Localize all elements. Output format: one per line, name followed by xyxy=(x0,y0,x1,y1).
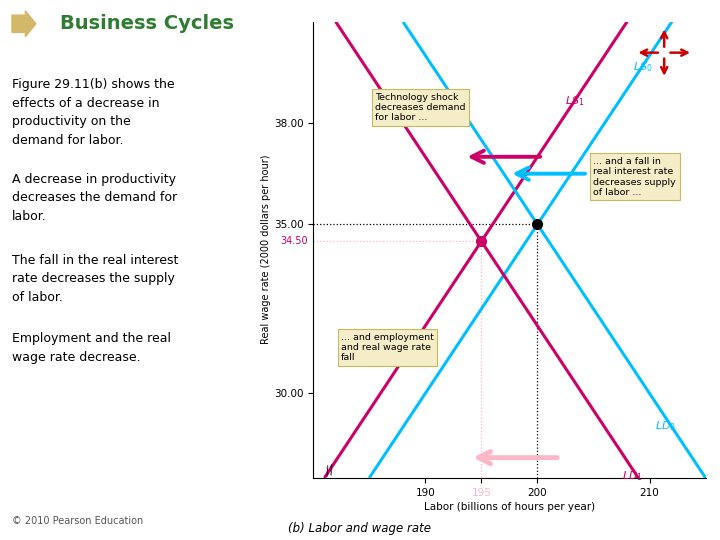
Text: Figure 29.11(b) shows the
effects of a decrease in
productivity on the
demand fo: Figure 29.11(b) shows the effects of a d… xyxy=(12,78,174,147)
Text: (b) Labor and wage rate: (b) Labor and wage rate xyxy=(289,522,431,535)
Text: ... and employment
and real wage rate
fall: ... and employment and real wage rate fa… xyxy=(341,333,434,362)
Text: Technology shock
decreases demand
for labor ...: Technology shock decreases demand for la… xyxy=(375,92,465,123)
Text: $LS_1$: $LS_1$ xyxy=(565,94,585,108)
Text: A decrease in productivity
decreases the demand for
labor.: A decrease in productivity decreases the… xyxy=(12,173,177,223)
FancyArrow shape xyxy=(12,11,36,37)
Text: //: // xyxy=(325,463,336,478)
Text: Employment and the real
wage rate decrease.: Employment and the real wage rate decrea… xyxy=(12,332,171,363)
Y-axis label: Real wage rate (2000 dollars per hour): Real wage rate (2000 dollars per hour) xyxy=(261,155,271,345)
Text: © 2010 Pearson Education: © 2010 Pearson Education xyxy=(12,516,143,526)
Text: $LD_0$: $LD_0$ xyxy=(655,418,676,433)
Text: $LD_1$: $LD_1$ xyxy=(621,469,642,483)
Text: ... and a fall in
real interest rate
decreases supply
of labor ...: ... and a fall in real interest rate dec… xyxy=(593,157,676,197)
Text: The fall in the real interest
rate decreases the supply
of labor.: The fall in the real interest rate decre… xyxy=(12,254,179,304)
Text: $LS_0$: $LS_0$ xyxy=(633,60,652,74)
Text: Business Cycles: Business Cycles xyxy=(60,14,234,33)
Text: 34.50: 34.50 xyxy=(280,237,307,246)
X-axis label: Labor (billions of hours per year): Labor (billions of hours per year) xyxy=(424,502,595,512)
